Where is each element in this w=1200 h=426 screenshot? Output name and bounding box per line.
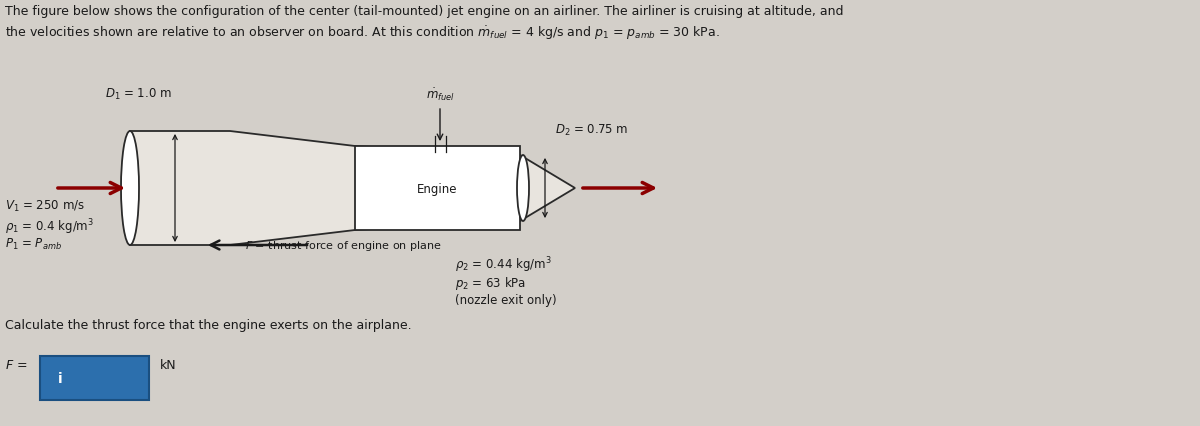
Text: $F$ = thrust force of engine on plane: $F$ = thrust force of engine on plane	[245, 239, 442, 253]
Text: Engine: Engine	[418, 182, 457, 195]
Ellipse shape	[517, 155, 529, 222]
Text: (nozzle exit only): (nozzle exit only)	[455, 294, 557, 306]
Text: $D_2$ = 0.75 m: $D_2$ = 0.75 m	[554, 123, 629, 138]
Text: Calculate the thrust force that the engine exerts on the airplane.: Calculate the thrust force that the engi…	[5, 318, 412, 331]
Ellipse shape	[121, 132, 139, 245]
Text: the velocities shown are relative to an observer on board. At this condition $\d: the velocities shown are relative to an …	[5, 24, 720, 41]
Bar	[355, 147, 520, 230]
Text: $P_1$ = $P_{amb}$: $P_1$ = $P_{amb}$	[5, 236, 62, 251]
Text: $\rho_2$ = 0.44 kg/m$^3$: $\rho_2$ = 0.44 kg/m$^3$	[455, 254, 552, 274]
Text: $\rho_1$ = 0.4 kg/m$^3$: $\rho_1$ = 0.4 kg/m$^3$	[5, 216, 94, 236]
Text: $\dot{m}_{fuel}$: $\dot{m}_{fuel}$	[426, 86, 455, 103]
FancyBboxPatch shape	[40, 356, 149, 400]
Text: $F$ =: $F$ =	[5, 358, 28, 371]
Text: $p_2$ = 63 kPa: $p_2$ = 63 kPa	[455, 274, 526, 291]
Text: i: i	[58, 371, 62, 385]
Text: kN: kN	[160, 358, 176, 371]
Text: $V_1$ = 250 m/s: $V_1$ = 250 m/s	[5, 199, 85, 213]
Text: $D_1$ = 1.0 m: $D_1$ = 1.0 m	[106, 87, 172, 102]
Text: The figure below shows the configuration of the center (tail-mounted) jet engine: The figure below shows the configuration…	[5, 5, 844, 18]
Polygon shape	[130, 132, 575, 245]
